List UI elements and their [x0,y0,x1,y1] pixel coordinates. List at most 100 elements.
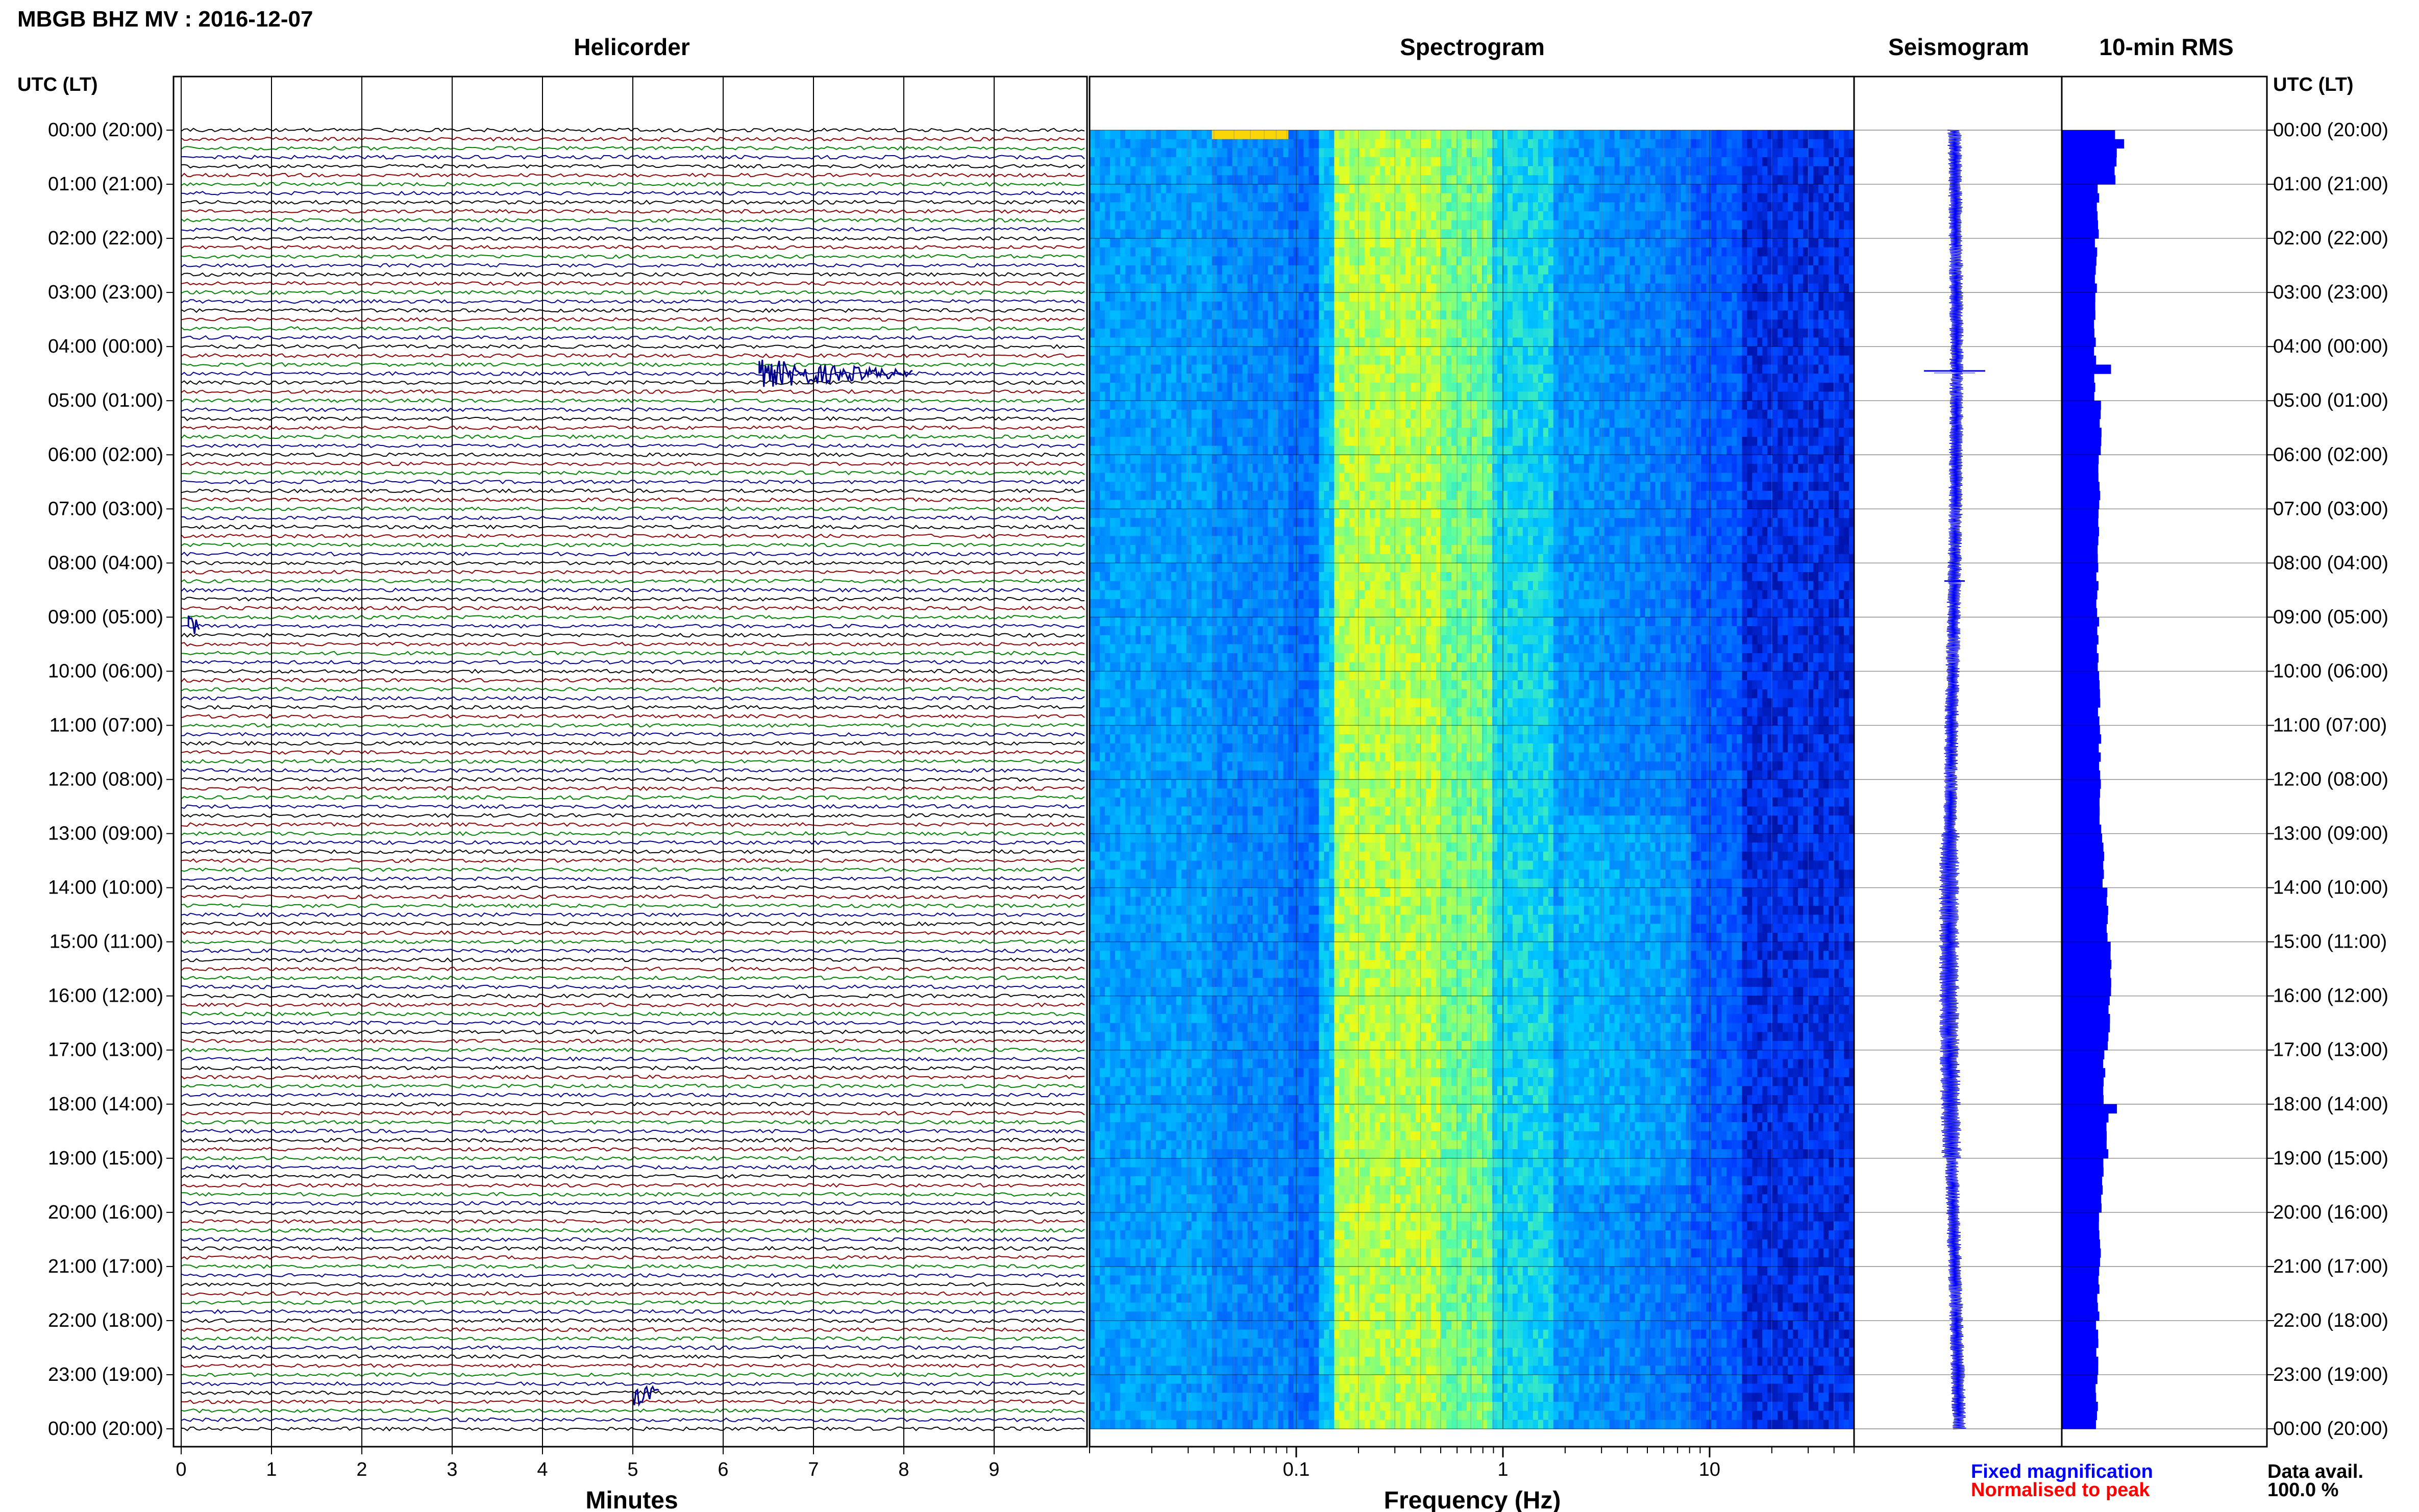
spectrogram-cell [1808,311,1814,320]
spectrogram-cell [1268,338,1274,347]
spectrogram-cell [1813,238,1819,247]
spectrogram-cell [1462,401,1467,410]
spectrogram-cell [1130,166,1136,176]
spectrogram-cell [1778,202,1783,211]
spectrogram-cell [1380,365,1386,374]
spectrogram-cell [1691,229,1696,238]
spectrogram-cell [1329,229,1335,238]
spectrogram-cell [1645,319,1651,329]
spectrogram-cell [1146,157,1151,166]
spectrogram-cell [1156,130,1162,139]
spectrogram-cell [1212,175,1218,184]
spectrogram-cell [1553,383,1559,392]
spectrogram-cell [1192,356,1197,365]
spectrogram-cell [1574,157,1579,166]
spectrogram-cell [1584,130,1590,139]
spectrogram-cell [1834,211,1839,220]
spectrogram-cell [1798,211,1804,220]
spectrogram-cell [1395,392,1401,401]
spectrogram-cell [1834,157,1839,166]
spectrogram-cell [1844,247,1849,257]
spectrogram-cell [1314,202,1319,211]
spectrogram-cell [1492,329,1498,338]
spectrogram-cell [1289,401,1294,410]
spectrogram-cell [1518,184,1523,193]
spectrogram-cell [1564,202,1569,211]
spectrogram-cell [1151,356,1156,365]
spectrogram-cell [1579,157,1585,166]
spectrogram-cell [1752,346,1758,356]
spectrogram-cell [1232,275,1238,284]
spectrogram-cell [1844,292,1849,302]
spectrogram-cell [1151,419,1156,428]
spectrogram-cell [1151,383,1156,392]
spectrogram-cell [1156,275,1162,284]
spectrogram-cell [1431,346,1437,356]
spectrogram-cell [1187,311,1192,320]
spectrogram-cell [1716,220,1722,230]
spectrogram-cell [1747,365,1752,374]
spectrogram-cell [1253,265,1258,275]
spectrogram-cell [1283,302,1289,311]
spectrogram-cell [1492,319,1498,329]
spectrogram-cell [1615,166,1620,176]
spectrogram-cell [1594,319,1600,329]
spectrogram-cell [1462,392,1467,401]
spectrogram-cell [1574,220,1579,230]
spectrogram-cell [1314,338,1319,347]
spectrogram-cell [1757,193,1763,203]
spectrogram-cell [1130,311,1136,320]
spectrogram-cell [1661,256,1666,265]
spectrogram-cell [1125,284,1131,293]
spectrogram-cell [1314,238,1319,247]
spectrogram-cell [1508,238,1513,247]
spectrogram-cell [1798,329,1804,338]
spectrogram-cell [1615,265,1620,275]
spectrogram-cell [1742,148,1747,157]
spectrogram-cell [1829,284,1834,293]
spectrogram-cell [1783,275,1788,284]
spectrogram-cell [1207,319,1213,329]
spectrogram-cell [1171,374,1177,383]
spectrogram-cell [1569,329,1574,338]
spectrogram-cell [1207,356,1213,365]
spectrogram-cell [1553,419,1559,428]
spectrogram-cell [1696,211,1701,220]
spectrogram-cell [1090,139,1095,148]
spectrogram-cell [1645,302,1651,311]
spectrogram-cell [1661,302,1666,311]
spectrogram-cell [1823,356,1829,365]
spectrogram-cell [1212,419,1218,428]
spectrogram-cell [1553,157,1559,166]
spectrogram-cell [1676,346,1682,356]
spectrogram-cell [1416,275,1421,284]
spectrogram-cell [1737,256,1742,265]
spectrogram-cell [1334,365,1340,374]
spectrogram-cell [1559,139,1564,148]
spectrogram-cell [1661,392,1666,401]
spectrogram-cell [1299,130,1304,139]
spectrogram-cell [1528,229,1534,238]
spectrogram-cell [1354,157,1360,166]
spectrogram-cell [1339,184,1345,193]
spectrogram-cell [1543,211,1549,220]
spectrogram-cell [1818,166,1824,176]
spectrogram-cell [1829,319,1834,329]
spectrogram-cell [1533,265,1539,275]
spectrogram-cell [1711,193,1717,203]
spectrogram-cell [1161,284,1167,293]
spectrogram-cell [1844,302,1849,311]
spectrogram-cell [1472,148,1477,157]
spectrogram-cell [1691,202,1696,211]
spectrogram-cell [1574,383,1579,392]
spectrogram-cell [1757,319,1763,329]
spectrogram-cell [1400,346,1406,356]
spectrogram-cell [1696,139,1701,148]
spectrogram-cell [1375,410,1380,419]
spectrogram-cell [1620,284,1625,293]
spectrogram-cell [1721,383,1727,392]
spectrogram-cell [1151,329,1156,338]
spectrogram-cell [1375,256,1380,265]
spectrogram-cell [1584,175,1590,184]
spectrogram-cell [1309,166,1314,176]
